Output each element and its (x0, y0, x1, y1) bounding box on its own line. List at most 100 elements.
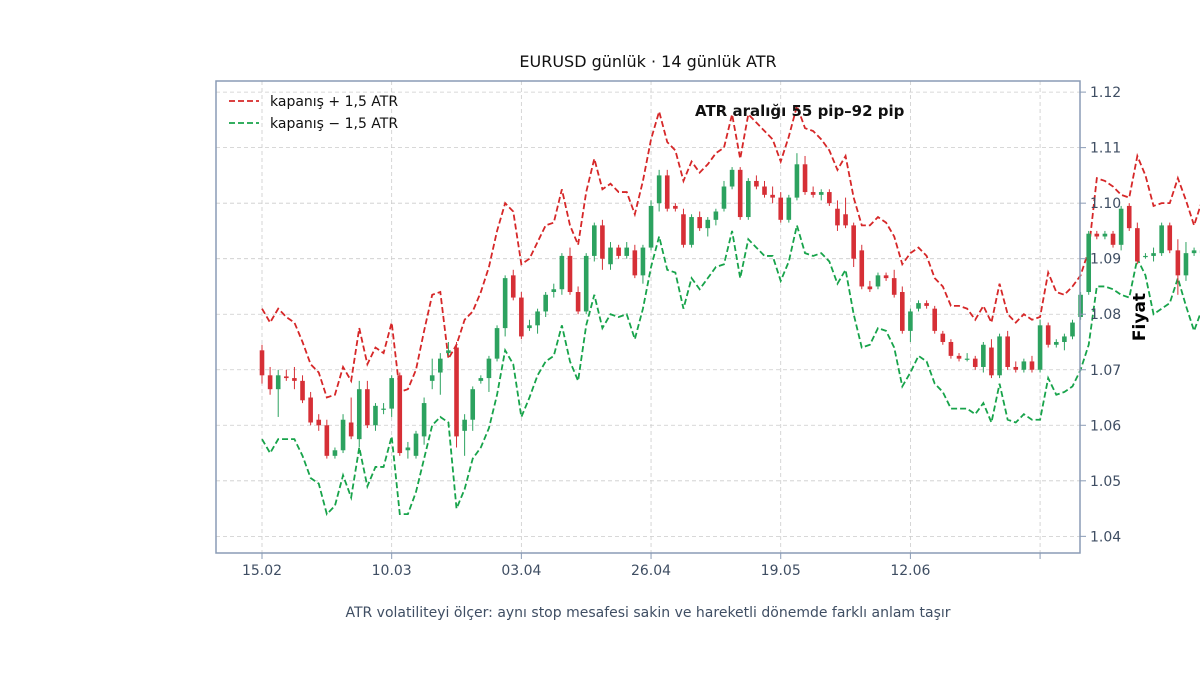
candle-body (714, 211, 719, 219)
candle-body (430, 375, 435, 381)
candle-body (470, 389, 475, 420)
candle-body (397, 375, 402, 453)
candle-body (697, 217, 702, 228)
candle-body (730, 170, 735, 187)
candle-body (373, 406, 378, 425)
candle-down (1005, 331, 1010, 370)
candle-up (730, 167, 735, 189)
candle-body (584, 256, 589, 312)
chart-title: EURUSD günlük · 14 günlük ATR (519, 52, 776, 71)
candle-down (325, 420, 330, 459)
candle-body (438, 359, 443, 373)
candle-body (284, 376, 289, 378)
candle-body (1135, 228, 1140, 261)
candle-body (1192, 250, 1197, 253)
candle-body (1119, 209, 1124, 245)
candle-down (397, 373, 402, 456)
candle-body (1054, 342, 1059, 345)
candle-down (900, 286, 905, 333)
candle-body (924, 303, 929, 306)
candle-body (276, 375, 281, 389)
candle-body (543, 295, 548, 312)
candle-body (770, 195, 775, 198)
candle-body (624, 248, 629, 256)
candle-body (868, 286, 873, 289)
candle-body (1013, 367, 1018, 370)
candle-body (325, 425, 330, 456)
candle-body (1143, 256, 1148, 257)
candle-up (414, 431, 419, 459)
candle-body (900, 292, 905, 331)
y-tick-label: 1.11 (1090, 141, 1121, 157)
candle-up (357, 381, 362, 448)
candle-body (519, 298, 524, 337)
candle-body (1030, 361, 1035, 369)
candle-body (973, 359, 978, 367)
candle-body (422, 403, 427, 436)
candle-body (414, 434, 419, 456)
y-tick-label: 1.06 (1090, 418, 1121, 434)
y-tick-label: 1.05 (1090, 474, 1121, 490)
candle-body (876, 275, 881, 286)
candle-body (916, 303, 921, 309)
candle-body (673, 206, 678, 209)
candle-up (495, 325, 500, 361)
candle-body (527, 325, 532, 328)
candle-up (1159, 223, 1164, 256)
candle-down (1135, 223, 1140, 265)
candle-body (349, 423, 354, 437)
candle-up (584, 253, 589, 314)
candle-down (859, 245, 864, 289)
candle-body (997, 336, 1002, 375)
candle-up (689, 214, 694, 247)
candle-body (1005, 336, 1010, 367)
candle-up (997, 334, 1002, 378)
candle-body (576, 292, 581, 311)
candle-body (1103, 234, 1108, 237)
candle-body (665, 175, 670, 208)
candle-body (389, 378, 394, 409)
x-tick-label: 26.04 (631, 563, 671, 579)
candle-up (649, 200, 654, 250)
candle-body (1070, 323, 1075, 337)
x-tick-label: 12.06 (890, 563, 930, 579)
x-tick-label: 19.05 (761, 563, 801, 579)
candle-up (787, 195, 792, 223)
candle-body (754, 181, 759, 187)
candle-up (1038, 320, 1043, 373)
candle-body (1151, 253, 1156, 256)
candle-down (665, 170, 670, 212)
candle-body (446, 350, 451, 353)
legend-upper-label: kapanış + 1,5 ATR (270, 94, 398, 110)
candle-body (365, 389, 370, 425)
candle-body (487, 359, 492, 378)
candle-body (762, 187, 767, 195)
candle-body (300, 381, 305, 400)
candle-body (738, 170, 743, 217)
candle-down (519, 292, 524, 339)
candle-body (681, 214, 686, 245)
candle-body (981, 345, 986, 367)
candle-body (649, 206, 654, 248)
candle-body (600, 225, 605, 258)
candle-body (454, 348, 459, 437)
candle-body (795, 164, 800, 197)
y-tick-label: 1.10 (1090, 196, 1121, 212)
legend-lower-label: kapanış − 1,5 ATR (270, 116, 398, 132)
candle-down (932, 306, 937, 334)
x-tick-label: 10.03 (372, 563, 412, 579)
candle-body (503, 278, 508, 328)
candle-body (1062, 336, 1067, 342)
y-tick-label: 1.09 (1090, 252, 1121, 268)
candle-body (859, 250, 864, 286)
x-tick-label: 03.04 (501, 563, 541, 579)
candle-body (746, 181, 751, 217)
candle-body (908, 311, 913, 330)
candle-body (308, 398, 313, 423)
candle-body (592, 225, 597, 256)
candle-body (941, 334, 946, 342)
candle-body (560, 256, 565, 289)
candle-body (851, 225, 856, 258)
